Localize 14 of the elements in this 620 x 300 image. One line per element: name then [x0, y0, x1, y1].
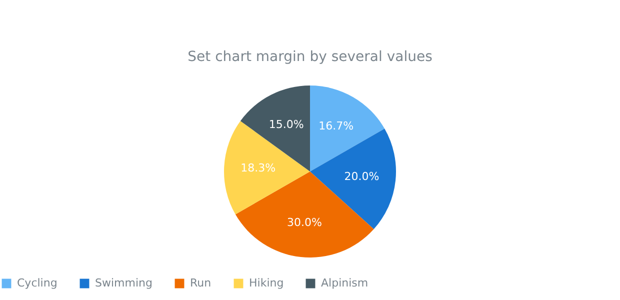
data-label: 30.0% [286, 216, 322, 230]
legend-label: Hiking [249, 276, 284, 290]
data-label: 15.0% [268, 118, 304, 132]
data-label: 16.7% [318, 119, 354, 132]
legend-label: Swimming [95, 276, 152, 290]
pie-slice [224, 120, 310, 214]
pie-slice [240, 86, 310, 172]
chart-title: Set chart margin by several values [188, 49, 432, 65]
legend-label: Cycling [17, 276, 58, 290]
data-label: 20.0% [344, 170, 380, 184]
data-label: 18.3% [240, 162, 276, 175]
pie-slice [310, 86, 385, 172]
legend-label: Alpinism [321, 276, 368, 290]
legend-label: Run [190, 276, 212, 290]
